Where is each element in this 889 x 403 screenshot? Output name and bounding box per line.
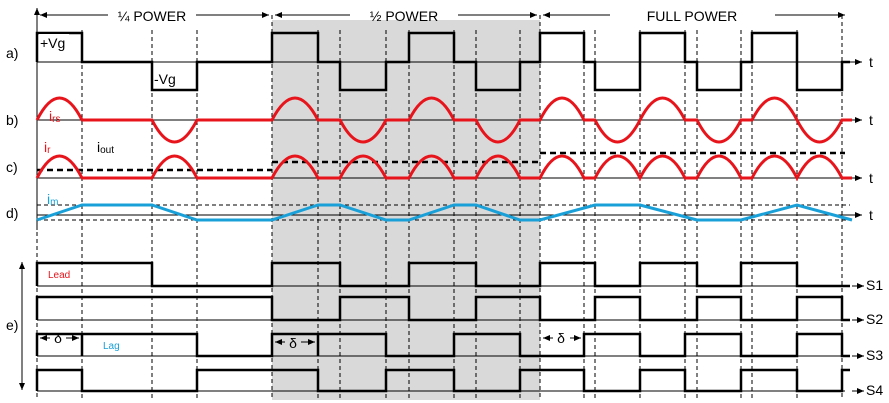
half-power-shade (272, 20, 540, 400)
quarter-power-header: ¼ POWER (118, 8, 186, 24)
switch-label-s4: S4 (866, 382, 883, 398)
half-power-header: ½ POWER (370, 8, 438, 24)
plus-vg-box (39, 34, 69, 52)
switch-s3-trace (35, 332, 850, 358)
time-label-a: t (869, 54, 873, 70)
iout-label: iout (97, 139, 114, 156)
bridge-voltage-trace (35, 31, 850, 92)
delta-label-quarter: δ (54, 330, 62, 346)
rectified-resonant-current (35, 154, 852, 182)
delta-label-full: δ (557, 330, 565, 346)
full-power-header: FULL POWER (647, 8, 738, 24)
resonant-switch-current (35, 96, 852, 144)
switch-label-arrows (852, 283, 864, 394)
row-label-d: d) (6, 205, 18, 221)
row-label-b: b) (6, 112, 18, 128)
switch-label-s2: S2 (866, 311, 883, 327)
irs-label: irs (49, 108, 60, 125)
lag-label: Lag (103, 341, 120, 352)
delta-arrows (40, 335, 581, 345)
plus-vg-label: +Vg (40, 35, 65, 51)
time-label-d: t (869, 207, 873, 223)
im-label: im (47, 191, 58, 208)
time-axes (37, 59, 862, 218)
delta-label-half: δ (289, 335, 297, 351)
row-label-a: a) (6, 45, 18, 61)
row-label-c: c) (6, 159, 18, 175)
minus-vg-label: -Vg (154, 71, 176, 87)
switch-s2-trace (35, 295, 850, 322)
switch-s1-trace (35, 261, 850, 288)
switch-s4-trace (35, 368, 850, 393)
time-label-b: t (869, 112, 873, 128)
ir-label: ir (44, 139, 51, 156)
magnetizing-current (36, 203, 853, 222)
switch-label-s1: S1 (866, 277, 883, 293)
switch-label-s3: S3 (866, 347, 883, 363)
row-label-e: e) (6, 317, 18, 333)
lead-label: Lead (48, 270, 70, 281)
time-label-c: t (869, 170, 873, 186)
